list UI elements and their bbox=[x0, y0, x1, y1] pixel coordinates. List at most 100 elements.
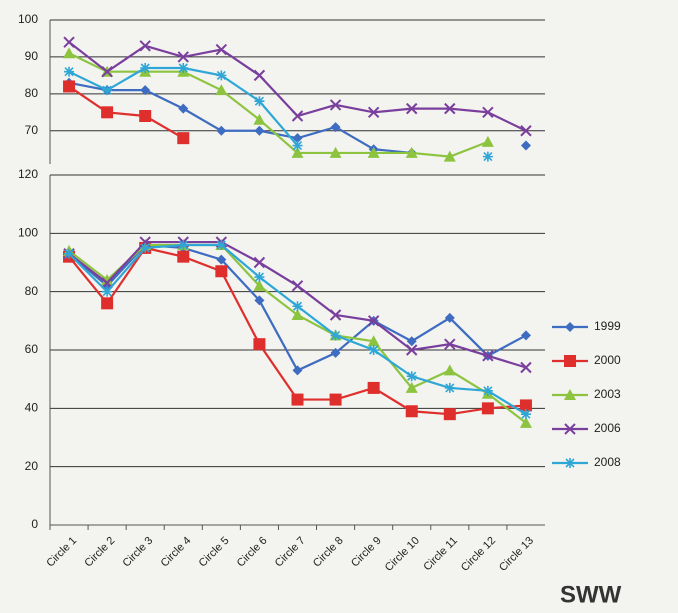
marker bbox=[443, 150, 456, 162]
marker bbox=[330, 347, 341, 358]
marker bbox=[292, 301, 303, 312]
marker bbox=[329, 393, 342, 406]
marker bbox=[216, 70, 227, 81]
marker bbox=[367, 106, 380, 119]
marker bbox=[406, 336, 417, 347]
marker bbox=[254, 295, 265, 306]
x-tick-label: Circle 12 bbox=[459, 535, 498, 574]
marker bbox=[519, 399, 532, 412]
marker bbox=[481, 402, 494, 415]
marker bbox=[292, 365, 303, 376]
x-tick-label: Circle 13 bbox=[497, 535, 536, 574]
marker bbox=[444, 312, 455, 323]
legend-label: 2008 bbox=[594, 455, 621, 469]
series-line bbox=[68, 243, 527, 416]
marker bbox=[291, 146, 304, 158]
marker bbox=[140, 85, 151, 96]
marker bbox=[254, 96, 265, 107]
y-tick-label: 80 bbox=[25, 284, 39, 298]
marker bbox=[64, 248, 75, 259]
marker bbox=[405, 146, 418, 158]
marker bbox=[482, 385, 493, 396]
x-tick-label: Circle 6 bbox=[235, 535, 270, 570]
marker bbox=[292, 140, 303, 151]
marker bbox=[565, 322, 575, 332]
marker bbox=[482, 350, 494, 362]
marker bbox=[405, 381, 418, 393]
marker bbox=[520, 409, 531, 420]
marker bbox=[177, 132, 190, 145]
marker bbox=[291, 309, 304, 320]
marker bbox=[253, 69, 266, 82]
marker bbox=[178, 240, 189, 250]
marker bbox=[520, 140, 531, 151]
marker bbox=[367, 335, 380, 347]
marker bbox=[519, 416, 532, 428]
marker bbox=[216, 240, 227, 250]
marker bbox=[368, 345, 379, 355]
marker bbox=[367, 381, 380, 394]
marker bbox=[564, 389, 576, 400]
marker bbox=[444, 102, 456, 115]
marker bbox=[140, 242, 151, 253]
marker bbox=[291, 110, 304, 122]
x-tick-label: Circle 7 bbox=[273, 535, 308, 570]
marker bbox=[291, 280, 304, 292]
marker bbox=[482, 151, 493, 162]
marker bbox=[520, 125, 532, 137]
marker bbox=[406, 344, 418, 356]
series-line bbox=[69, 68, 488, 157]
marker bbox=[253, 256, 266, 269]
legend-label: 1999 bbox=[594, 319, 621, 333]
y-tick-label: 80 bbox=[25, 86, 39, 100]
marker bbox=[330, 330, 341, 341]
marker bbox=[101, 297, 114, 310]
marker bbox=[481, 135, 494, 147]
marker bbox=[444, 338, 456, 350]
marker bbox=[253, 279, 266, 291]
marker bbox=[64, 66, 75, 77]
marker bbox=[520, 330, 531, 341]
series-line bbox=[68, 85, 184, 140]
marker bbox=[102, 286, 113, 297]
marker bbox=[139, 40, 151, 52]
marker bbox=[63, 36, 75, 48]
x-tick-label: Circle 5 bbox=[197, 535, 232, 570]
marker bbox=[405, 405, 418, 418]
x-tick-label: Circle 2 bbox=[82, 535, 117, 570]
y-tick-label: 100 bbox=[18, 12, 38, 26]
marker bbox=[216, 254, 227, 265]
marker bbox=[406, 102, 418, 115]
marker bbox=[101, 65, 113, 78]
x-tick-label: Circle 3 bbox=[121, 535, 156, 570]
x-tick-label: Circle 11 bbox=[421, 535, 460, 574]
marker bbox=[564, 423, 576, 435]
marker bbox=[254, 125, 265, 136]
marker bbox=[177, 51, 189, 63]
marker bbox=[63, 80, 76, 93]
marker bbox=[367, 146, 380, 158]
marker bbox=[444, 382, 455, 393]
marker bbox=[367, 315, 380, 327]
marker bbox=[215, 43, 228, 56]
y-tick-label: 90 bbox=[25, 49, 39, 63]
marker bbox=[139, 110, 152, 122]
x-tick-label: Circle 10 bbox=[383, 535, 422, 574]
marker bbox=[253, 113, 266, 125]
marker bbox=[216, 125, 227, 136]
marker bbox=[101, 274, 114, 285]
y-tick-label: 100 bbox=[18, 226, 38, 240]
y-tick-label: 0 bbox=[31, 517, 38, 531]
y-tick-label: 20 bbox=[25, 459, 39, 473]
marker bbox=[215, 84, 228, 96]
marker bbox=[443, 408, 456, 421]
x-tick-label: Circle 4 bbox=[159, 535, 194, 570]
series-line bbox=[68, 41, 527, 132]
marker bbox=[177, 250, 190, 263]
marker bbox=[291, 393, 304, 406]
marker bbox=[329, 309, 342, 321]
marker bbox=[254, 272, 265, 283]
marker bbox=[292, 133, 303, 144]
legend-label: 2000 bbox=[594, 353, 621, 367]
